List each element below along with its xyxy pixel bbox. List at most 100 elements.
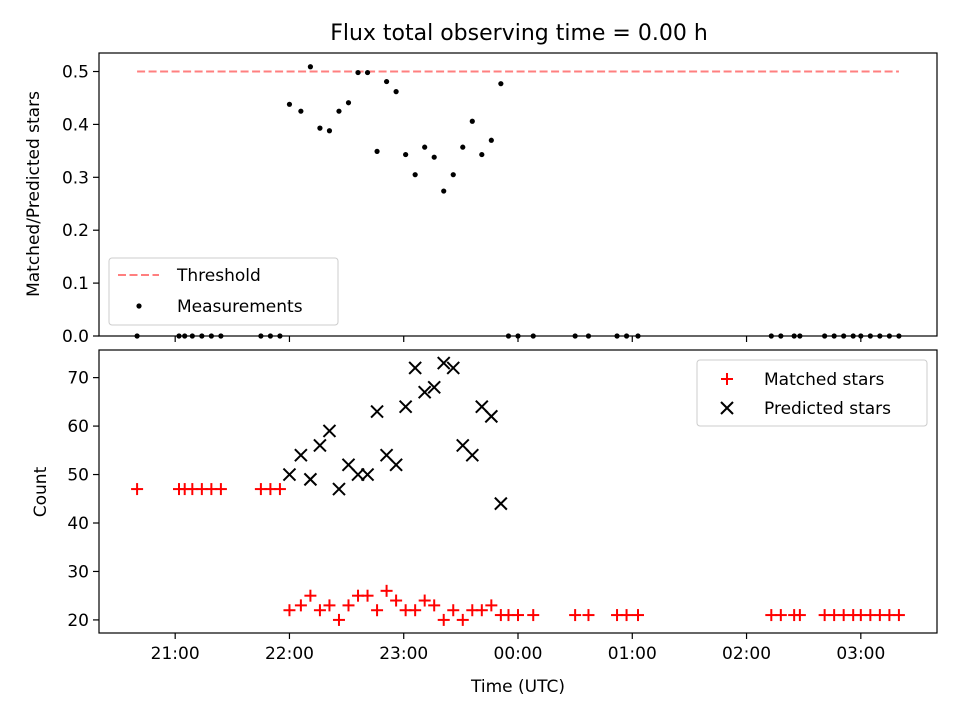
measurement-point (176, 333, 182, 339)
bottom-x-tick-label: 21:00 (151, 644, 200, 664)
predicted-star-point (389, 458, 403, 472)
measurement-point (822, 333, 828, 339)
matched-star-point (447, 604, 460, 617)
matched-star-point (313, 604, 326, 617)
measurement-point (831, 333, 837, 339)
matched-star-point (512, 609, 524, 622)
matched-star-point (428, 599, 441, 612)
measurement-point (530, 333, 536, 339)
top-chart-title: Flux total observing time = 0.00 h (330, 21, 708, 46)
measurement-point (614, 333, 620, 339)
measurement-point (431, 154, 437, 160)
bottom-y-tick-label: 50 (67, 466, 89, 486)
matched-star-point (582, 609, 595, 622)
matched-star-point (283, 604, 296, 617)
measurement-point (134, 333, 140, 339)
measurement-point (585, 333, 592, 339)
bottom-y-tick-label: 60 (67, 417, 89, 437)
measurement-point (505, 333, 512, 339)
measurement-point (498, 81, 504, 87)
measurement-point (479, 151, 485, 158)
matched-stars-points (131, 483, 905, 626)
matched-star-point (475, 604, 488, 617)
bottom-x-axis-ticks: 21:00 22:00 23:00 00:00 01:00 02:00 03:00 (151, 633, 885, 664)
bottom-y-tick-label: 30 (67, 562, 89, 582)
matched-star-point (323, 599, 336, 612)
bottom-x-axis-label: Time (UTC) (470, 677, 565, 697)
matched-star-point (774, 609, 787, 622)
measurement-point (623, 333, 630, 339)
top-y-tick-label: 0.5 (62, 63, 89, 83)
predicted-star-point (351, 467, 365, 482)
measurement-point (778, 333, 784, 339)
matched-star-point (390, 594, 403, 607)
measurement-point (345, 100, 352, 106)
measurement-point (635, 333, 641, 339)
measurement-point (797, 333, 803, 339)
measurement-point (374, 148, 380, 154)
bottom-x-tick-label: 03:00 (836, 644, 885, 664)
matched-star-point (569, 609, 582, 622)
matched-star-point (527, 609, 540, 622)
bottom-x-tick-label: 23:00 (379, 644, 428, 664)
matched-star-point (131, 483, 144, 496)
predicted-star-point (408, 361, 422, 375)
measurement-point (841, 333, 847, 339)
measurement-point (208, 333, 214, 339)
bottom-y-axis-ticks: 20 30 40 50 60 70 (67, 369, 99, 631)
measurement-point (277, 333, 283, 339)
legend-matched-label: Matched stars (764, 370, 884, 390)
legend-measurements-swatch (136, 303, 142, 309)
measurement-point (317, 125, 323, 131)
measurement-point (307, 64, 314, 70)
bottom-y-tick-label: 40 (67, 514, 89, 534)
matched-star-point (485, 599, 498, 612)
predicted-star-point (446, 361, 460, 375)
legend-predicted-label: Predicted stars (764, 399, 891, 419)
bottom-legend: Matched stars Predicted stars (696, 359, 928, 427)
legend-threshold-label: Threshold (176, 266, 261, 286)
matched-star-point (361, 589, 374, 602)
measurement-point (791, 333, 797, 339)
measurement-point (403, 151, 409, 158)
predicted-star-point (484, 409, 499, 424)
matched-star-point (332, 613, 345, 626)
top-y-tick-label: 0.1 (62, 274, 89, 294)
legend-matched-swatch (721, 373, 733, 385)
bottom-x-tick-label: 01:00 (608, 644, 657, 664)
measurement-point (488, 137, 494, 143)
matched-star-point (294, 599, 307, 612)
measurement-point (258, 333, 264, 339)
predicted-star-point (398, 399, 413, 414)
measurement-point (336, 108, 342, 114)
bottom-x-tick-label: 02:00 (722, 644, 771, 664)
predicted-star-point (417, 385, 432, 399)
matched-star-point (437, 613, 450, 626)
bottom-y-axis-label: Count (31, 466, 51, 517)
predicted-star-point (437, 356, 451, 370)
measurement-point (450, 172, 456, 178)
measurement-point (393, 89, 399, 95)
matched-star-point (620, 609, 633, 622)
top-y-axis-ticks: 0.0 0.1 0.2 0.3 0.4 0.5 (62, 63, 99, 347)
measurement-point (412, 172, 418, 178)
measurement-point (326, 128, 333, 134)
measurement-point (383, 78, 390, 85)
predicted-star-point (465, 448, 479, 462)
measurement-points (134, 64, 902, 339)
measurement-point (572, 333, 578, 339)
predicted-star-point (282, 467, 297, 482)
predicted-star-point (303, 472, 318, 487)
predicted-star-point (360, 467, 375, 482)
measurement-point (515, 333, 521, 339)
predicted-stars-points (282, 356, 508, 511)
predicted-star-point (332, 482, 346, 496)
measurement-point (460, 144, 466, 150)
measurement-point (218, 333, 224, 339)
predicted-star-point (294, 448, 308, 462)
measurement-point (867, 333, 873, 339)
measurement-point (189, 333, 195, 339)
bottom-y-tick-label: 70 (67, 369, 89, 389)
measurement-point (298, 108, 304, 114)
